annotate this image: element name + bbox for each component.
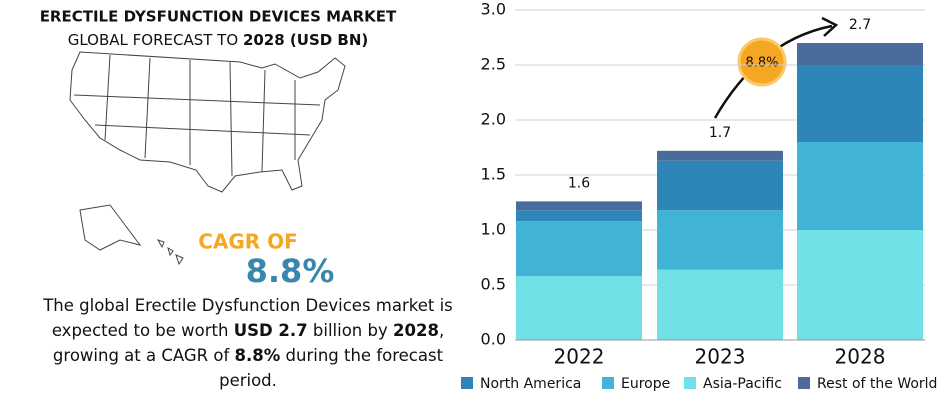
bar-segment xyxy=(797,65,923,142)
bar-segment xyxy=(657,269,783,340)
y-tick-label: 3.0 xyxy=(481,0,506,19)
bar-segment xyxy=(516,221,642,277)
arrowhead xyxy=(821,16,839,37)
us-map xyxy=(69,51,346,266)
bar-segment xyxy=(657,210,783,270)
legend-label: North America xyxy=(480,376,581,392)
description-text: period. xyxy=(219,371,277,390)
total-label: 1.6 xyxy=(568,175,590,191)
legend-swatch xyxy=(798,377,810,389)
description-text: The global Erectile Dysfunction Devices … xyxy=(42,296,453,315)
legend-swatch xyxy=(684,377,696,389)
description: The global Erectile Dysfunction Devices … xyxy=(42,296,453,390)
subtitle-part: GLOBAL FORECAST TO xyxy=(68,31,243,49)
description-text: growing at a CAGR of xyxy=(53,346,235,365)
title: ERECTILE DYSFUNCTION DEVICES MARKET xyxy=(40,8,397,26)
bar-segment xyxy=(516,210,642,222)
description-line: expected to be worth USD 2.7 billion by … xyxy=(52,321,444,340)
description-text: 2028 xyxy=(393,321,439,340)
description-text: during the forecast xyxy=(280,346,443,365)
y-tick-label: 2.0 xyxy=(481,110,506,129)
description-line: The global Erectile Dysfunction Devices … xyxy=(42,296,453,315)
description-text: billion by xyxy=(308,321,393,340)
x-tick-label: 2023 xyxy=(695,345,746,369)
legend-label: Europe xyxy=(621,376,670,392)
description-text: USD 2.7 xyxy=(234,321,308,340)
cagr-label: CAGR OF xyxy=(198,230,298,254)
bar-segment xyxy=(516,201,642,211)
y-tick-label: 0.0 xyxy=(481,330,506,349)
bar-segment xyxy=(797,142,923,230)
legend-swatch xyxy=(461,377,473,389)
annotation: 8.8% xyxy=(745,56,778,71)
bar-segment xyxy=(797,230,923,340)
bar-segment xyxy=(797,43,923,65)
y-tick-label: 2.5 xyxy=(481,55,506,74)
legend-swatch xyxy=(602,377,614,389)
y-tick-label: 1.0 xyxy=(481,220,506,239)
x-tick-label: 2028 xyxy=(835,345,886,369)
subtitle-part: 2028 (USD BN) xyxy=(243,31,368,49)
total-label: 2.7 xyxy=(849,17,871,33)
bar-segment xyxy=(657,160,783,211)
subtitle: GLOBAL FORECAST TO 2028 (USD BN) xyxy=(68,31,369,49)
cagr-bubble xyxy=(737,37,787,87)
description-text: , xyxy=(439,321,444,340)
y-tick-label: 0.5 xyxy=(481,275,506,294)
y-tick-label: 1.5 xyxy=(481,165,506,184)
description-text: 8.8% xyxy=(235,346,281,365)
description-text: expected to be worth xyxy=(52,321,234,340)
bar-segment xyxy=(657,150,783,161)
legend-label: Rest of the World xyxy=(817,376,937,392)
x-tick-label: 2022 xyxy=(554,345,605,369)
total-label: 1.7 xyxy=(709,125,731,141)
legend-label: Asia-Pacific xyxy=(703,376,782,392)
description-line: period. xyxy=(219,371,277,390)
description-line: growing at a CAGR of 8.8% during the for… xyxy=(53,346,444,365)
cagr-value: 8.8% xyxy=(246,252,335,290)
bar-segment xyxy=(516,276,642,340)
